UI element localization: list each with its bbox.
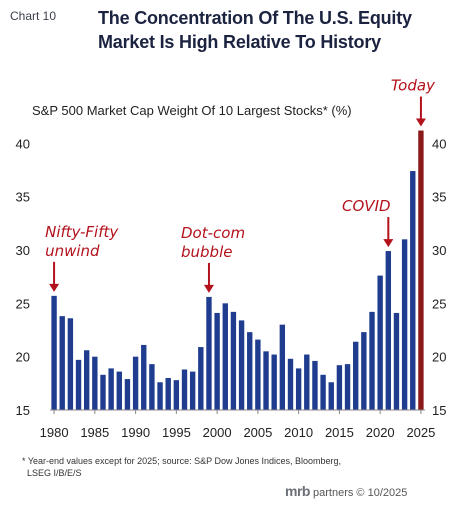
bar-2019 [369, 311, 375, 410]
bar-1986 [100, 374, 106, 410]
bar-1994 [165, 378, 171, 410]
bar-2007 [271, 354, 277, 410]
annotation-2021-line-1: COVID [342, 197, 391, 215]
footnote-line-2: LSEG I/B/E/S [27, 468, 82, 478]
bar-2013 [320, 374, 326, 410]
bar-1991 [141, 344, 147, 410]
bar-2014 [328, 382, 334, 410]
x-tick-2025: 2025 [406, 425, 435, 440]
x-tick-2015: 2015 [325, 425, 354, 440]
bar-2023 [401, 239, 408, 410]
x-tick-1980: 1980 [40, 425, 69, 440]
bar-2005 [255, 339, 261, 410]
brand-credit: mrb partners © 10/2025 [285, 483, 407, 499]
bar-1989 [124, 379, 131, 410]
brand-logo: mrb [285, 483, 310, 499]
brand-text: partners © 10/2025 [313, 487, 408, 499]
annotation-1999-line-1: Dot-com [181, 224, 245, 242]
y-tick-left-15: 15 [16, 403, 30, 418]
chart-number: Chart 10 [10, 9, 57, 23]
bar-2016 [344, 364, 351, 410]
y-tick-right-40: 40 [432, 136, 446, 151]
x-tick-2005: 2005 [243, 425, 272, 440]
bar-2015 [336, 365, 343, 410]
bar-2024 [410, 171, 416, 410]
chart-subtitle: S&P 500 Market Cap Weight Of 10 Largest … [32, 103, 352, 118]
bar-1997 [189, 371, 196, 410]
bar-1981 [59, 316, 65, 410]
bar-1984 [83, 350, 90, 410]
bar-1987 [108, 368, 114, 410]
y-tick-left-20: 20 [16, 350, 30, 365]
bar-2025 [418, 130, 424, 410]
bar-1988 [116, 371, 122, 410]
y-tick-left-30: 30 [16, 243, 30, 258]
y-tick-left-40: 40 [16, 136, 30, 151]
y-tick-right-20: 20 [432, 350, 446, 365]
bar-1999 [206, 296, 212, 410]
bar-2020 [377, 275, 383, 410]
x-tick-1990: 1990 [121, 425, 150, 440]
annotation-arrow-head-1980 [49, 283, 60, 292]
chart-title: The Concentration Of The U.S. Equity Mar… [98, 8, 412, 52]
x-tick-1995: 1995 [162, 425, 191, 440]
annotation-arrow-head-2025 [415, 118, 426, 127]
bar-1993 [157, 382, 163, 410]
footnote: * Year-end values except for 2025; sourc… [22, 455, 452, 479]
y-tick-left-35: 35 [16, 190, 30, 205]
y-tick-left-25: 25 [16, 296, 30, 311]
x-tick-2010: 2010 [284, 425, 313, 440]
bar-1983 [75, 359, 82, 410]
bar-2021 [385, 251, 392, 410]
bar-1982 [67, 318, 74, 410]
footnote-line-1: * Year-end values except for 2025; sourc… [22, 456, 342, 466]
bar-1985 [92, 356, 98, 410]
bar-2009 [287, 358, 294, 410]
annotation-1980-line-2: unwind [45, 242, 100, 260]
x-tick-1985: 1985 [80, 425, 109, 440]
bar-2003 [238, 320, 245, 410]
y-tick-right-15: 15 [432, 403, 446, 418]
annotation-arrow-head-1999 [203, 284, 214, 293]
y-tick-right-25: 25 [432, 296, 446, 311]
bar-2012 [312, 360, 318, 410]
bar-1998 [198, 347, 204, 410]
annotation-2025-line-1: Today [391, 77, 436, 95]
x-tick-2020: 2020 [366, 425, 395, 440]
bar-2006 [263, 351, 269, 410]
y-tick-right-30: 30 [432, 243, 446, 258]
annotation-1999-line-2: bubble [181, 243, 232, 261]
bar-1992 [149, 364, 155, 410]
bar-2008 [279, 324, 286, 410]
bar-1990 [132, 356, 139, 410]
bar-2022 [393, 312, 400, 410]
bar-2018 [361, 332, 367, 410]
annotation-1980-line-1: Nifty-Fifty [45, 223, 119, 241]
bar-1980 [51, 295, 57, 410]
bar-2004 [247, 332, 253, 410]
x-tick-2000: 2000 [203, 425, 232, 440]
y-tick-right-35: 35 [432, 190, 446, 205]
bar-2011 [304, 354, 310, 410]
bar-2017 [353, 341, 359, 410]
annotation-arrow-head-2021 [383, 239, 394, 248]
bar-2010 [295, 368, 302, 410]
bar-2002 [230, 311, 237, 410]
bar-2001 [222, 303, 228, 410]
bar-1995 [173, 380, 180, 410]
bar-2000 [214, 312, 220, 410]
bar-1996 [181, 369, 188, 410]
